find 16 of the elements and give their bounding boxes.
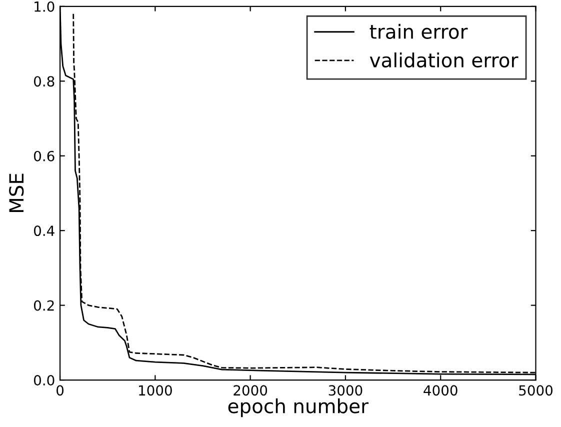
y-tick-label: 1.0 [34,1,54,12]
y-tick-label: 0.4 [34,226,54,236]
y-axis-title: MSE [9,174,24,212]
y-tick-label: 0.6 [34,150,54,162]
legend-label: train error [370,24,468,39]
x-tick-label: 4000 [424,385,458,396]
y-tick-label: 0.0 [34,375,54,386]
x-axis-title: epoch number [228,398,369,418]
x-tick-label: 1000 [139,385,172,396]
x-tick-label: 0 [56,385,64,396]
y-tick-label: 0.2 [34,300,54,311]
legend-label: validation error [370,52,518,68]
x-tick-label: 2000 [234,385,268,396]
x-tick-label: 3000 [328,385,362,396]
x-tick-label: 5000 [519,385,553,396]
y-tick-label: 0.8 [34,76,54,87]
